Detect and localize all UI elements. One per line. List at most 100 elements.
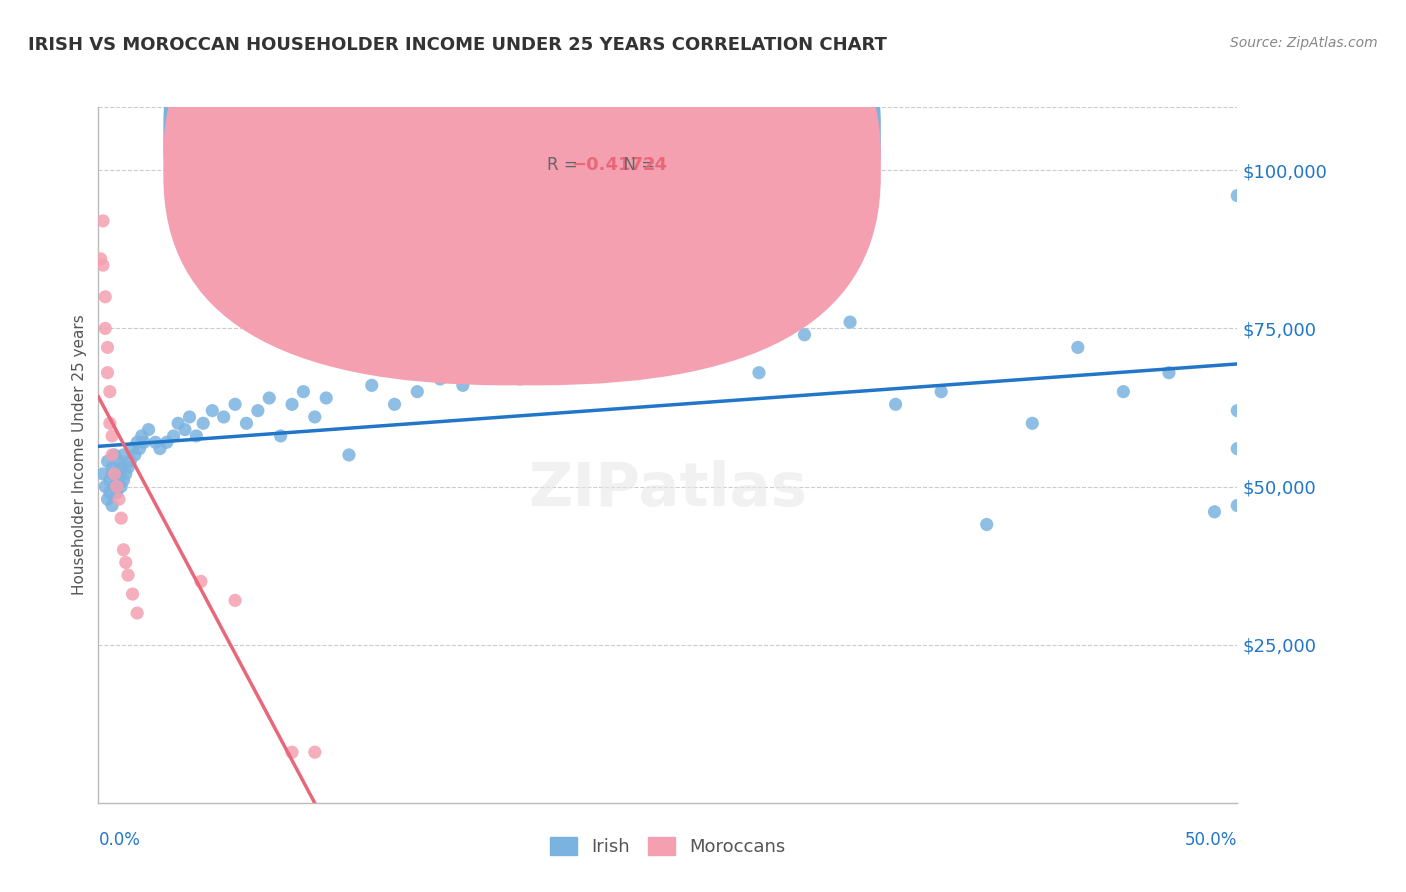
- Point: [101, 499, 124, 513]
- Point: [112, 542, 135, 557]
- Point: [101, 448, 124, 462]
- Point: [124, 448, 146, 462]
- Point: [509, 372, 531, 386]
- Point: [315, 391, 337, 405]
- Point: [179, 409, 201, 424]
- Point: [748, 366, 770, 380]
- Point: [259, 391, 281, 405]
- Point: [193, 417, 215, 431]
- Point: [98, 384, 121, 399]
- Text: 0.0%: 0.0%: [98, 830, 141, 848]
- Point: [120, 454, 142, 468]
- Point: [645, 359, 668, 374]
- Point: [110, 460, 132, 475]
- Point: [576, 353, 599, 368]
- Point: [976, 517, 998, 532]
- Point: [429, 372, 451, 386]
- Point: [186, 429, 208, 443]
- Point: [246, 403, 269, 417]
- Point: [543, 302, 565, 317]
- Point: [304, 409, 326, 424]
- Point: [98, 473, 121, 487]
- Point: [96, 340, 118, 354]
- Point: [167, 417, 190, 431]
- Point: [679, 340, 702, 354]
- Point: [94, 479, 117, 493]
- Point: [121, 442, 143, 456]
- Point: [360, 378, 382, 392]
- Point: [1226, 188, 1249, 202]
- Point: [132, 435, 155, 450]
- Point: [224, 397, 246, 411]
- Point: [98, 417, 121, 431]
- Point: [235, 417, 257, 431]
- Point: [105, 479, 128, 493]
- Point: [117, 460, 139, 475]
- Y-axis label: Householder Income Under 25 years: Householder Income Under 25 years: [72, 315, 87, 595]
- Text: IRISH VS MOROCCAN HOUSEHOLDER INCOME UNDER 25 YEARS CORRELATION CHART: IRISH VS MOROCCAN HOUSEHOLDER INCOME UND…: [28, 36, 887, 54]
- Text: 0.409: 0.409: [571, 125, 628, 144]
- Point: [127, 435, 149, 450]
- Point: [1157, 366, 1180, 380]
- Point: [1204, 505, 1226, 519]
- Point: [793, 327, 815, 342]
- Point: [121, 587, 143, 601]
- Point: [117, 568, 139, 582]
- Text: R =: R =: [547, 125, 583, 144]
- Point: [145, 435, 167, 450]
- Point: [96, 366, 118, 380]
- Point: [105, 473, 128, 487]
- Point: [101, 460, 124, 475]
- Point: [292, 384, 315, 399]
- Point: [114, 556, 136, 570]
- Point: [112, 473, 135, 487]
- Point: [212, 409, 235, 424]
- Point: [224, 593, 246, 607]
- Point: [108, 467, 131, 481]
- Point: [96, 454, 118, 468]
- Text: Source: ZipAtlas.com: Source: ZipAtlas.com: [1230, 36, 1378, 50]
- Point: [406, 384, 429, 399]
- Text: 24: 24: [643, 156, 668, 175]
- Point: [714, 321, 737, 335]
- Point: [91, 214, 114, 228]
- Point: [839, 315, 862, 329]
- Point: [1226, 499, 1249, 513]
- Point: [1226, 442, 1249, 456]
- Point: [96, 492, 118, 507]
- Point: [94, 321, 117, 335]
- Point: [1067, 340, 1090, 354]
- Point: [304, 745, 326, 759]
- Text: 78: 78: [643, 125, 668, 144]
- Point: [110, 511, 132, 525]
- Text: N =: N =: [613, 156, 661, 175]
- Point: [281, 745, 304, 759]
- Point: [90, 252, 112, 266]
- Point: [110, 479, 132, 493]
- FancyBboxPatch shape: [163, 0, 880, 354]
- Point: [114, 467, 136, 481]
- Point: [127, 606, 149, 620]
- Point: [103, 467, 125, 481]
- Point: [201, 403, 224, 417]
- Text: R =: R =: [547, 156, 583, 175]
- Point: [105, 486, 128, 500]
- Legend: Irish, Moroccans: Irish, Moroccans: [543, 830, 793, 863]
- Text: ZIPatlas: ZIPatlas: [529, 460, 807, 519]
- Point: [929, 384, 952, 399]
- Point: [138, 423, 160, 437]
- Point: [156, 435, 179, 450]
- Point: [103, 448, 125, 462]
- Point: [337, 448, 360, 462]
- Text: −0.417: −0.417: [571, 156, 643, 175]
- Point: [112, 448, 135, 462]
- Point: [101, 429, 124, 443]
- Point: [612, 290, 634, 304]
- Point: [1021, 417, 1043, 431]
- Point: [384, 397, 406, 411]
- Point: [101, 467, 124, 481]
- Point: [131, 429, 153, 443]
- Point: [103, 479, 125, 493]
- Point: [884, 397, 907, 411]
- Point: [108, 454, 131, 468]
